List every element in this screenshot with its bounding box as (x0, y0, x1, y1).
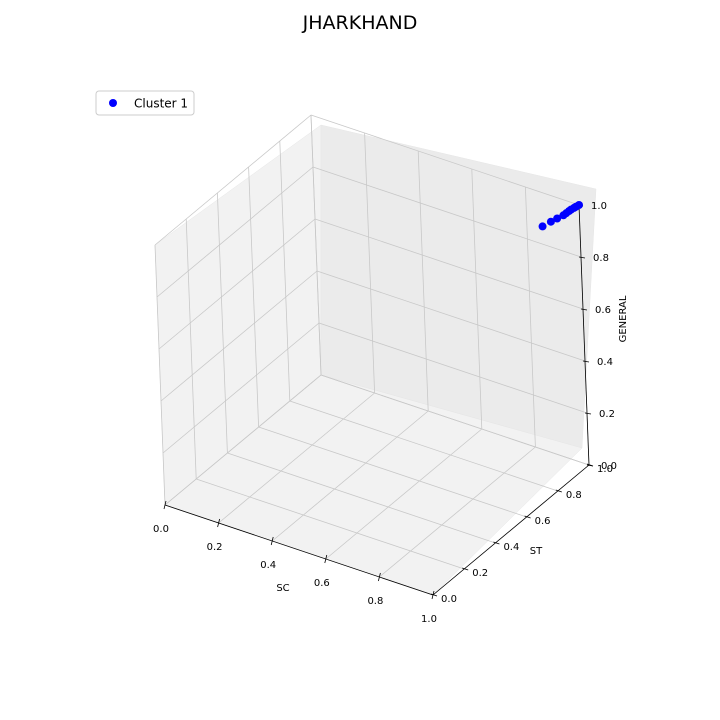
x-grid-line-wall (471, 168, 483, 430)
y-tick-label: 0.8 (566, 490, 582, 501)
y-grid-line-wall (310, 114, 322, 376)
legend-marker (109, 99, 117, 107)
z-axis-label: GENERAL (618, 295, 629, 342)
data-point (575, 201, 583, 209)
x-tick-label: 0.6 (314, 578, 330, 589)
z-tick (578, 256, 586, 259)
z-tick-label: 0.4 (597, 357, 613, 368)
z-tick-label: 1.0 (591, 201, 607, 212)
y-tick-label: 1.0 (597, 464, 613, 475)
z-axis-line (578, 204, 590, 466)
y-tick-label: 0.0 (441, 594, 457, 605)
z-tick (580, 308, 588, 311)
x-grid-line-floor (379, 446, 536, 578)
x-axis-line (164, 504, 434, 596)
z-grid-line-left (164, 374, 322, 506)
x-tick-label: 0.4 (260, 560, 276, 571)
x-grid-line-wall (364, 132, 375, 394)
data-point (546, 217, 555, 226)
x-grid-line-floor (271, 410, 429, 542)
z-tick (582, 360, 590, 363)
z-grid-line-left (154, 114, 312, 246)
z-tick (586, 464, 594, 467)
z-grid-line-left (162, 322, 320, 454)
y-grid-line-wall (154, 244, 166, 506)
z-grid-line-back (314, 218, 584, 310)
y-axis-line (432, 464, 590, 596)
x-grid-line-floor (325, 428, 483, 560)
x-tick-label: 0.0 (153, 524, 169, 535)
y-grid-line-wall (185, 218, 197, 480)
pane-faces (154, 124, 597, 596)
y-grid-line-wall (248, 166, 259, 428)
axes: 0.00.20.40.60.81.00.00.20.40.60.81.00.00… (153, 201, 617, 625)
z-tick-label: 0.6 (595, 305, 611, 316)
z-grid-line-left (156, 166, 314, 298)
y-grid-line-floor (289, 400, 558, 492)
x-tick-label: 0.8 (367, 596, 383, 607)
y-tick-label: 0.6 (535, 516, 551, 527)
x-grid-line-wall (417, 150, 429, 412)
y-tick-label: 0.2 (472, 568, 488, 579)
y-grid-line-floor (258, 426, 527, 518)
x-grid-line-wall (525, 186, 536, 448)
data-point (538, 222, 547, 231)
legend-label: Cluster 1 (134, 97, 188, 111)
y-tick (493, 541, 500, 545)
z-tick-label: 0.8 (593, 253, 609, 264)
y-tick (462, 567, 469, 571)
z-grid-line-back (316, 270, 586, 362)
x-axis-label: SC (276, 583, 289, 594)
legend-box (95, 90, 195, 116)
y-axis-label: ST (530, 546, 543, 557)
grid-lines (154, 114, 590, 596)
z-grid-line-back (318, 322, 588, 414)
x-tick-label: 1.0 (421, 614, 437, 625)
legend: Cluster 1 (95, 90, 195, 116)
z-tick-label: 0.2 (599, 409, 615, 420)
scatter-points (538, 201, 583, 231)
data-point (553, 214, 562, 223)
z-grid-line-back (312, 166, 582, 258)
z-grid-line-left (158, 218, 316, 350)
z-grid-line-left (160, 270, 318, 402)
y-tick (555, 489, 562, 493)
y-grid-line-floor (227, 452, 496, 544)
z-tick (584, 412, 592, 415)
z-grid-line-back (320, 374, 590, 466)
y-tick-label: 0.4 (503, 542, 519, 553)
z-grid-line-back (310, 114, 580, 206)
x-tick-label: 0.2 (207, 542, 223, 553)
y-tick (524, 515, 531, 519)
y-grid-line-wall (279, 140, 291, 402)
chart-title: JHARKHAND (302, 12, 418, 34)
x-grid-line-floor (218, 392, 375, 524)
y-grid-line-floor (196, 478, 465, 570)
z-tick-label: 0.0 (601, 461, 617, 472)
y-grid-line-wall (217, 192, 228, 454)
